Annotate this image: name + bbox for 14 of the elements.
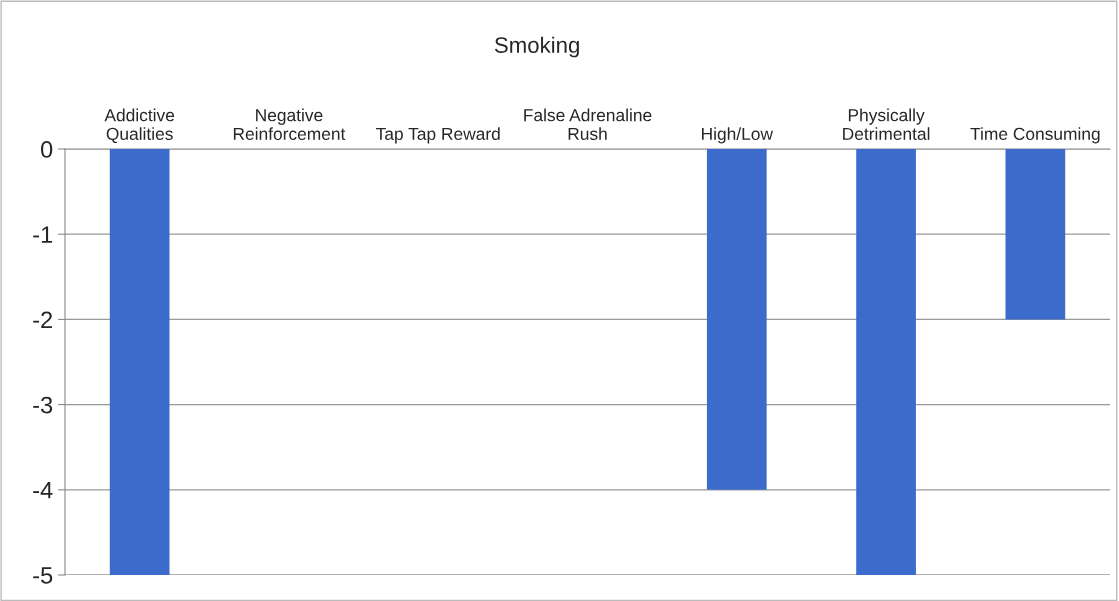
- y-tick-label: -4: [33, 482, 53, 499]
- x-tick-label: Addictive Qualities: [104, 108, 175, 144]
- y-tick-label: -3: [33, 396, 53, 414]
- y-tick-label: -1: [33, 226, 53, 243]
- x-tick-label: Time Consuming: [970, 127, 1100, 144]
- y-tick-label: -2: [33, 311, 53, 328]
- chart-title: Smoking: [494, 36, 579, 58]
- x-tick-label: High/Low: [702, 127, 774, 144]
- x-tick-label: Physically Detrimental: [843, 108, 930, 141]
- y-tick-label: -5: [33, 567, 53, 584]
- x-tick-label: Tap Tap Reward: [376, 127, 500, 144]
- y-tick-label: 0: [40, 141, 53, 158]
- x-tick-label: Negative Reinforcement: [233, 108, 346, 141]
- x-tick-label: False Adrenaline Rush: [524, 108, 652, 141]
